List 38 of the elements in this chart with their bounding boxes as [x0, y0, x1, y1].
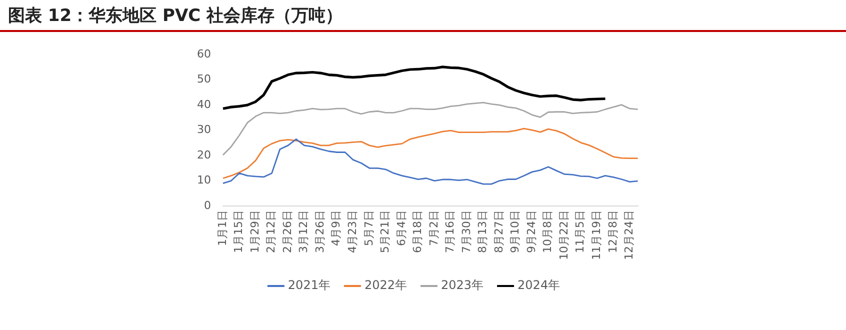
legend-label: 2024年	[518, 278, 560, 292]
legend-label: 2021年	[288, 278, 330, 292]
x-tick-label: 11月19日	[590, 210, 603, 260]
x-tick-label: 9月24日	[524, 210, 538, 254]
x-tick-label: 6月18日	[411, 210, 424, 254]
y-tick-label: 40	[196, 98, 211, 111]
x-tick-label: 3月12日	[297, 210, 310, 254]
x-tick-label: 4月23日	[346, 210, 359, 254]
x-tick-label: 5月7日	[362, 210, 376, 246]
x-tick-label: 3月26日	[313, 210, 326, 254]
x-tick-label: 2月26日	[280, 210, 294, 254]
x-tick-label: 6月4日	[394, 210, 408, 246]
x-tick-label: 1月29日	[248, 210, 262, 254]
x-tick-label: 2月12日	[264, 210, 278, 254]
legend-label: 2022年	[364, 278, 408, 292]
x-tick-label: 7月2日	[427, 210, 440, 246]
y-tick-label: 60	[196, 47, 211, 60]
x-tick-label: 7月30日	[460, 210, 473, 254]
x-tick-label: 1月1日	[216, 210, 229, 246]
y-tick-label: 0	[204, 198, 211, 212]
x-tick-label: 9月10日	[508, 210, 522, 254]
x-tick-label: 4月9日	[330, 210, 343, 246]
x-tick-label: 7月16日	[444, 210, 457, 254]
x-tick-label: 12月8日	[606, 210, 620, 254]
x-tick-label: 8月13日	[476, 210, 490, 254]
y-tick-label: 30	[196, 123, 211, 136]
y-tick-label: 50	[196, 72, 211, 86]
x-tick-label: 5月21日	[378, 210, 392, 254]
x-tick-label: 10月8日	[541, 210, 554, 254]
x-tick-label: 8月27日	[492, 210, 506, 254]
y-tick-label: 10	[196, 174, 211, 187]
chart-title: 图表 12：华东地区 PVC 社会库存（万吨）	[8, 5, 343, 27]
x-tick-label: 1月15日	[232, 210, 246, 254]
legend-label: 2023年	[441, 278, 484, 292]
y-tick-label: 20	[196, 148, 211, 162]
x-tick-label: 12月24日	[622, 210, 636, 260]
x-tick-label: 10月22日	[557, 210, 570, 260]
x-tick-label: 11月5日	[574, 210, 587, 254]
